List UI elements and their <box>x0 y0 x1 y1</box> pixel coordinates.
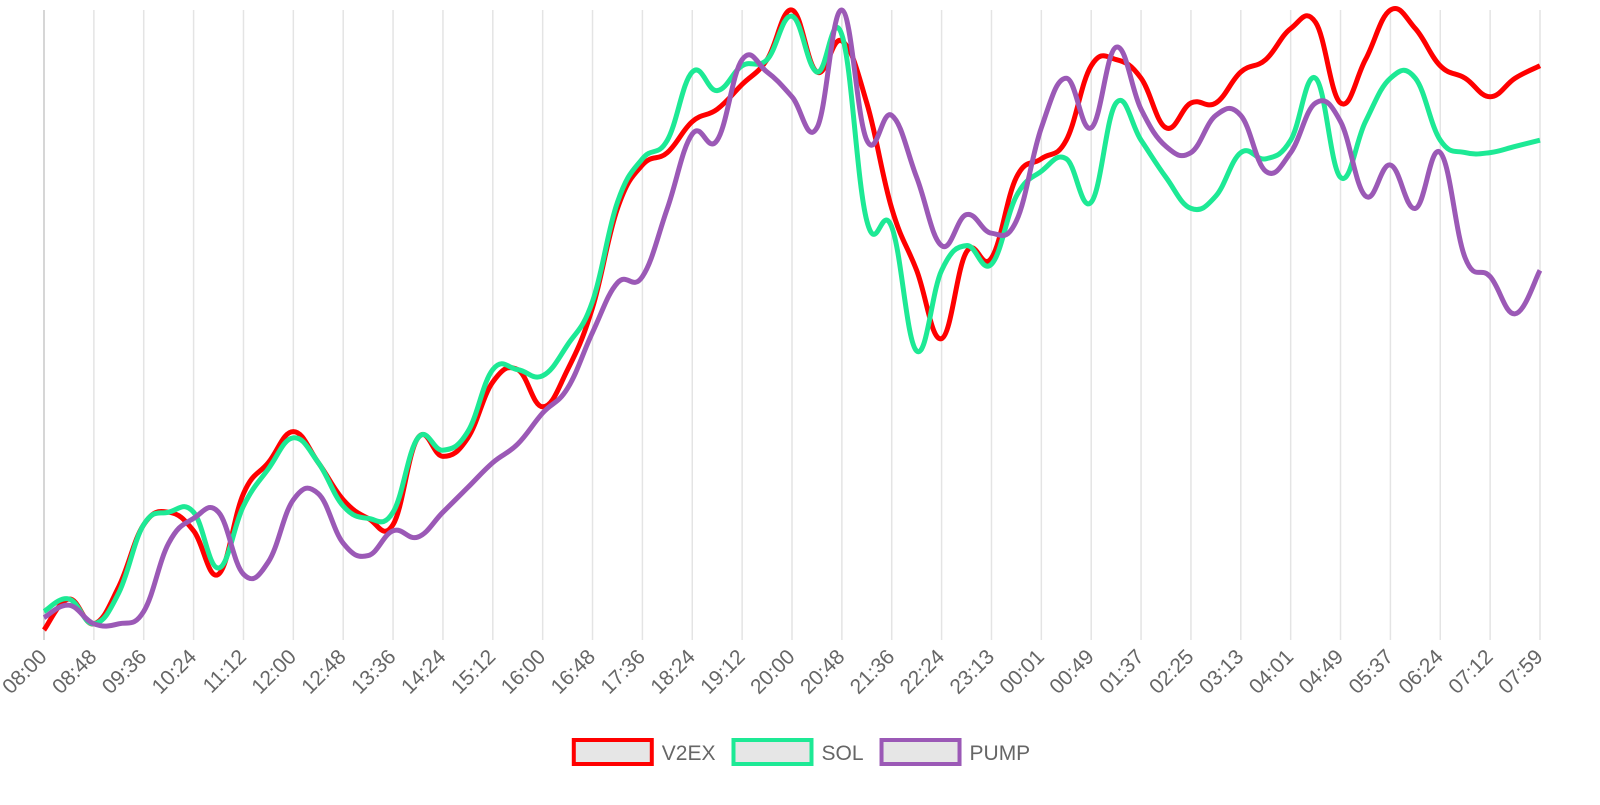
x-tick-label: 07:59 <box>1494 645 1547 698</box>
x-tick-label: 20:48 <box>796 645 849 698</box>
x-tick-label: 16:48 <box>547 645 600 698</box>
x-tick-label: 03:13 <box>1195 645 1248 698</box>
legend: V2EX SOL PUMP <box>571 738 1031 766</box>
x-tick-label: 12:48 <box>297 645 350 698</box>
legend-swatch[interactable] <box>879 738 962 766</box>
legend-label[interactable]: PUMP <box>970 742 1031 765</box>
x-tick-label: 15:12 <box>447 645 500 698</box>
x-tick-label: 21:36 <box>846 645 899 698</box>
x-tick-label: 16:00 <box>497 645 550 698</box>
x-tick-label: 04:01 <box>1245 645 1298 698</box>
x-tick-label: 08:48 <box>48 645 101 698</box>
x-tick-label: 00:01 <box>995 645 1048 698</box>
series-line <box>42 13 1541 627</box>
x-tick-label: 18:24 <box>646 645 700 699</box>
x-tick-label: 20:00 <box>746 645 799 698</box>
legend-swatch[interactable] <box>571 738 654 766</box>
x-tick-label: 19:12 <box>696 645 749 698</box>
x-tick-label: 13:36 <box>347 645 400 698</box>
x-tick-label: 04:49 <box>1295 645 1348 698</box>
x-tick-label: 14:24 <box>397 645 451 699</box>
x-tick-label: 08:00 <box>0 645 52 698</box>
x-tick-label: 01:37 <box>1095 645 1148 698</box>
x-tick-label: 11:12 <box>199 645 251 697</box>
x-tick-label: 00:49 <box>1045 645 1098 698</box>
x-tick-label: 12:00 <box>247 645 300 698</box>
x-tick-label: 22:24 <box>896 645 950 699</box>
x-tick-label: 17:36 <box>597 645 650 698</box>
series-line <box>42 7 1543 629</box>
x-tick-label: 07:12 <box>1444 645 1497 698</box>
x-tick-label: 10:24 <box>148 645 202 699</box>
legend-label[interactable]: V2EX <box>662 742 716 765</box>
x-tick-label: 06:24 <box>1394 645 1448 699</box>
x-tick-label: 23:13 <box>946 645 999 698</box>
x-tick-label: 05:37 <box>1345 645 1398 698</box>
legend-label[interactable]: SOL <box>821 742 863 765</box>
x-tick-label: 02:25 <box>1145 645 1198 698</box>
legend-item[interactable]: SOL <box>731 738 864 766</box>
legend-item[interactable]: PUMP <box>879 738 1031 766</box>
legend-item[interactable]: V2EX <box>571 738 716 766</box>
legend-swatch[interactable] <box>731 738 814 766</box>
x-tick-label: 09:36 <box>98 645 151 698</box>
